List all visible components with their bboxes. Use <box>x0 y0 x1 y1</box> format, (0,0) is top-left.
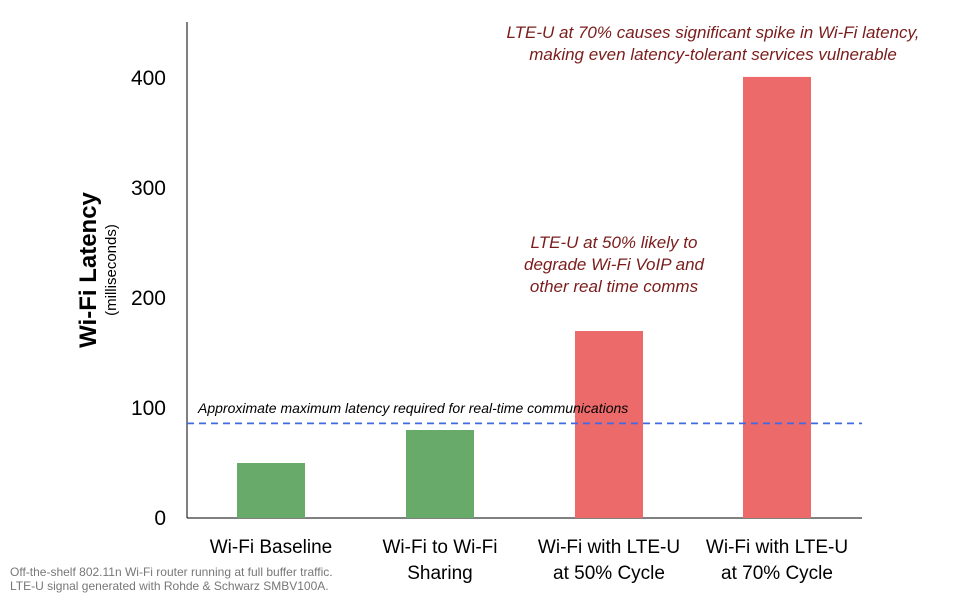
annotation-line: degrade Wi-Fi VoIP and <box>524 255 705 274</box>
y-tick-label: 300 <box>131 177 166 200</box>
bar <box>575 331 643 518</box>
x-categories: Wi-Fi Baseline Wi-Fi to Wi-Fi Sharing Wi-Fi… <box>210 537 848 584</box>
x-category-label: Wi-Fi Baseline <box>210 537 332 558</box>
annotation-line: LTE-U at 70% causes significant spike in… <box>506 23 919 42</box>
bar <box>406 430 474 518</box>
annotation-line: LTE-U at 50% likely to <box>531 233 698 252</box>
bar <box>237 463 305 518</box>
y-axis-title: Wi-Fi Latency <box>75 191 102 347</box>
y-tick-label: 100 <box>131 397 166 420</box>
reference-line-label: Approximate maximum latency required for… <box>197 400 628 416</box>
y-tick-label: 200 <box>131 287 166 310</box>
x-category-label: Sharing <box>407 563 473 584</box>
annotation-line: other real time comms <box>530 277 699 296</box>
x-category-label: Wi-Fi with LTE-U <box>706 537 848 558</box>
bars <box>237 76 811 519</box>
y-tick-label: 0 <box>154 507 166 530</box>
y-ticks: 0 100 200 300 400 <box>131 67 166 530</box>
y-axis-label: Wi-Fi Latency (milliseconds) <box>75 191 120 347</box>
x-category-label: Wi-Fi with LTE-U <box>538 537 680 558</box>
x-category-label: Wi-Fi to Wi-Fi <box>382 537 497 558</box>
reference-line-group: Approximate maximum latency required for… <box>187 400 862 425</box>
x-category-label: at 70% Cycle <box>721 563 833 584</box>
footnote: Off-the-shelf 802.11n Wi-Fi router runni… <box>10 565 333 593</box>
footnote-line-1: Off-the-shelf 802.11n Wi-Fi router runni… <box>10 565 333 579</box>
x-category-label: at 50% Cycle <box>553 563 665 584</box>
annotation-line: making even latency-tolerant services vu… <box>529 45 897 64</box>
y-tick-label: 400 <box>131 67 166 90</box>
annotations: LTE-U at 70% causes significant spike in… <box>506 23 919 296</box>
footnote-line-2: LTE-U signal generated with Rohde & Schw… <box>10 579 329 593</box>
bar <box>743 76 811 519</box>
y-axis-subtitle: (milliseconds) <box>103 224 120 316</box>
